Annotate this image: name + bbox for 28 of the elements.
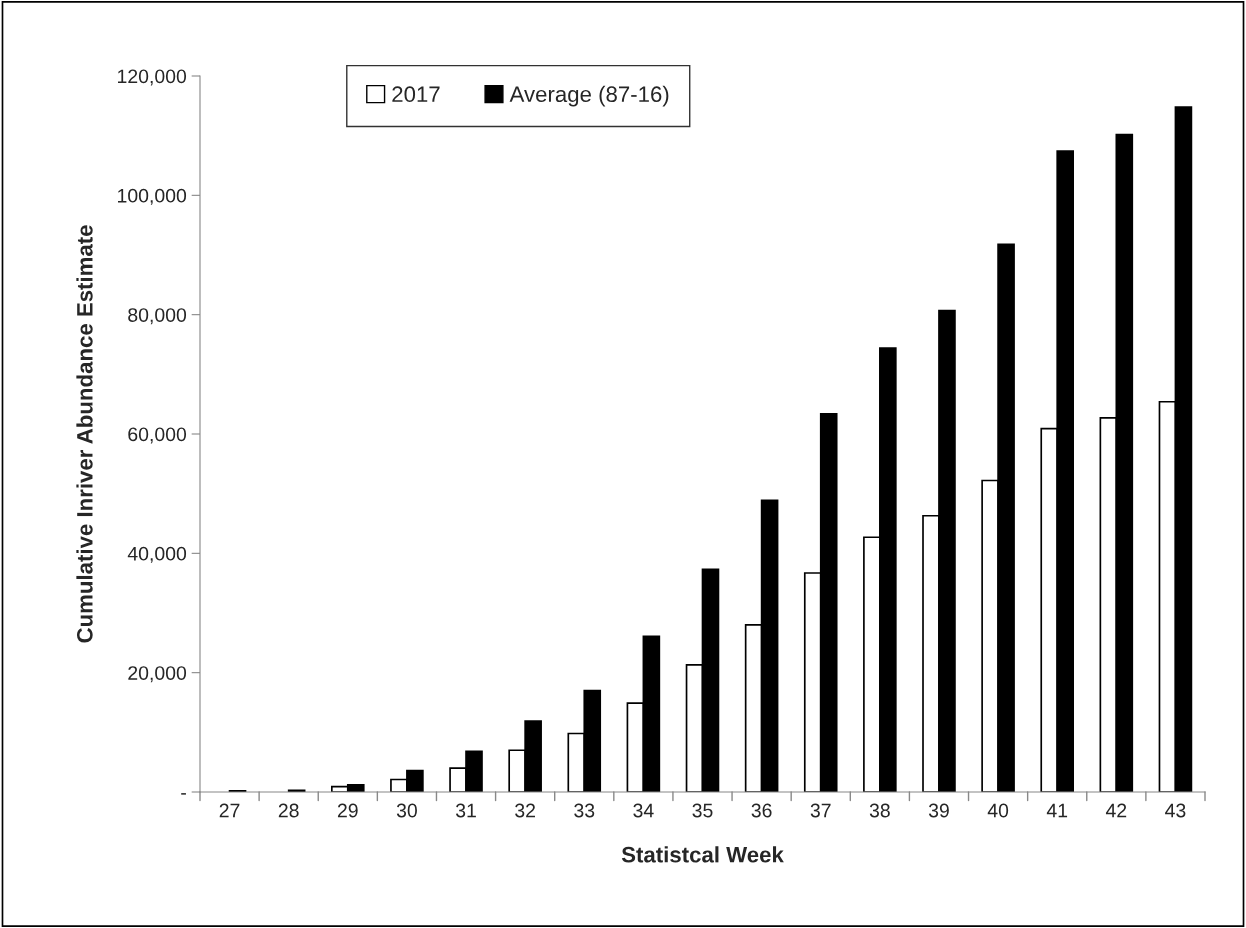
legend-label: Average (87-16) [509, 85, 669, 107]
x-tick-label: 42 [1105, 803, 1127, 818]
y-axis-title: Cumulative Inriver Abundance Estimate [76, 225, 93, 643]
x-tick-label: 34 [633, 803, 654, 818]
x-tick-label: 31 [455, 803, 476, 818]
y-tick-label: 100,000 [118, 188, 187, 205]
x-tick-label: 40 [987, 803, 1009, 818]
x-tick-label: 39 [928, 803, 949, 818]
x-tick-label: 35 [692, 803, 713, 818]
y-tick-label: 40,000 [127, 546, 187, 563]
x-tick-label: 32 [515, 803, 535, 818]
x-tick-label: 43 [1165, 803, 1186, 818]
y-tick-label: 20,000 [128, 666, 187, 683]
x-axis-title: Statistcal Week [621, 846, 784, 863]
x-tick-label: 28 [278, 803, 299, 818]
x-tick-label: 29 [337, 803, 358, 818]
x-tick-label: 30 [396, 803, 417, 818]
legend-label: 2017 [392, 86, 440, 103]
y-tick-label: - [181, 793, 186, 795]
x-tick-label: 36 [751, 803, 772, 818]
x-tick-label: 41 [1046, 803, 1068, 818]
x-tick-label: 33 [574, 803, 595, 818]
x-tick-label: 27 [219, 803, 240, 818]
x-tick-label: 38 [869, 803, 890, 818]
y-tick-label: 120,000 [118, 69, 187, 86]
y-tick-label: 60,000 [128, 427, 187, 444]
y-tick-label: 80,000 [128, 308, 187, 325]
x-tick-label: 37 [810, 803, 831, 818]
